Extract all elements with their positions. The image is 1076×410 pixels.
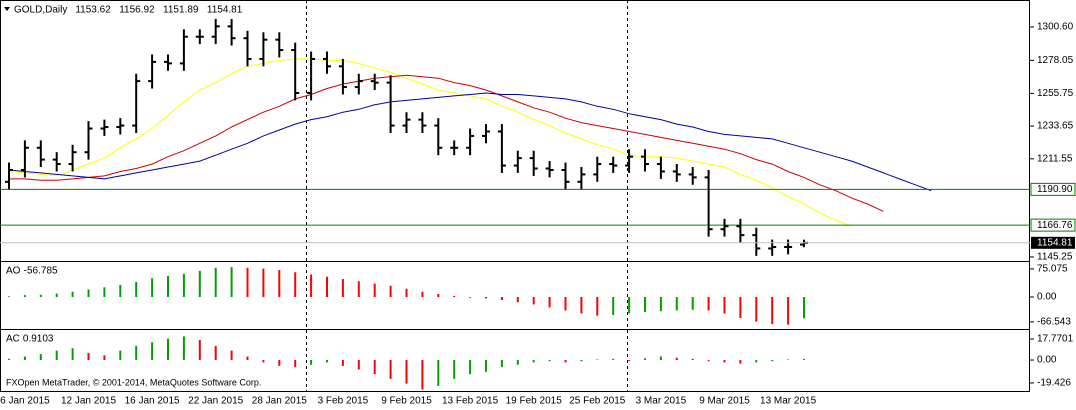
x-tick-label: 16 Jan 2015 <box>125 396 180 407</box>
indicator-value: 0.9103 <box>23 334 54 345</box>
price-label-box <box>1030 182 1076 196</box>
indicator-name: AC <box>6 334 20 345</box>
x-tick-label: 9 Feb 2015 <box>381 396 432 407</box>
y-tick-label: 1255.75 <box>1037 88 1074 99</box>
x-tick-label: 13 Feb 2015 <box>442 396 499 407</box>
y-tick-label: 1211.55 <box>1037 153 1073 164</box>
moving-average <box>8 58 852 227</box>
indicator-name: AO <box>6 266 21 277</box>
x-tick-label: 12 Jan 2015 <box>61 396 116 407</box>
y-tick-label: 75.075 <box>1037 264 1068 275</box>
y-tick-label: 1278.05 <box>1037 55 1074 66</box>
price-label-box <box>1030 218 1076 232</box>
copyright: FXOpen MetaTrader, © 2001-2014, MetaQuot… <box>6 377 261 387</box>
plot-frame <box>0 0 1030 392</box>
y-tick-label: -19.426 <box>1037 378 1071 389</box>
y-tick-label: 17.7701 <box>1037 334 1074 345</box>
x-tick-label: 19 Feb 2015 <box>506 396 563 407</box>
price-label: 1190.90 <box>1037 184 1073 195</box>
x-tick-label: 3 Mar 2015 <box>636 396 687 407</box>
x-tick-label: 28 Jan 2015 <box>252 396 307 407</box>
y-tick-label: -66.543 <box>1037 317 1071 328</box>
x-tick-label: 9 Mar 2015 <box>699 396 750 407</box>
title-high: 1156.92 <box>119 5 155 16</box>
x-tick-label: 13 Mar 2015 <box>760 396 817 407</box>
y-tick-label: 0.00 <box>1037 355 1057 366</box>
title-close: 1154.81 <box>207 5 243 16</box>
bid-label-box <box>1031 236 1075 249</box>
chart-title: GOLD,Daily <box>14 5 67 16</box>
y-tick-label: 1145.25 <box>1037 252 1073 263</box>
title-open: 1153.62 <box>75 5 111 16</box>
moving-average <box>9 74 884 212</box>
x-tick-label: 3 Feb 2015 <box>318 396 369 407</box>
y-tick-label: 0.00 <box>1037 292 1057 303</box>
x-tick-label: 22 Jan 2015 <box>188 396 243 407</box>
y-tick-label: 1300.60 <box>1037 22 1074 33</box>
indicator-value: -56.785 <box>24 266 58 277</box>
x-tick-label: 25 Feb 2015 <box>569 396 626 407</box>
menu-icon[interactable] <box>4 7 10 11</box>
title-low: 1151.89 <box>163 5 199 16</box>
y-tick-label: 1233.65 <box>1037 121 1074 132</box>
moving-average <box>8 92 932 192</box>
price-label: 1166.76 <box>1037 220 1073 231</box>
x-tick-label: 6 Jan 2015 <box>0 396 50 407</box>
bid-label: 1154.81 <box>1037 237 1073 248</box>
